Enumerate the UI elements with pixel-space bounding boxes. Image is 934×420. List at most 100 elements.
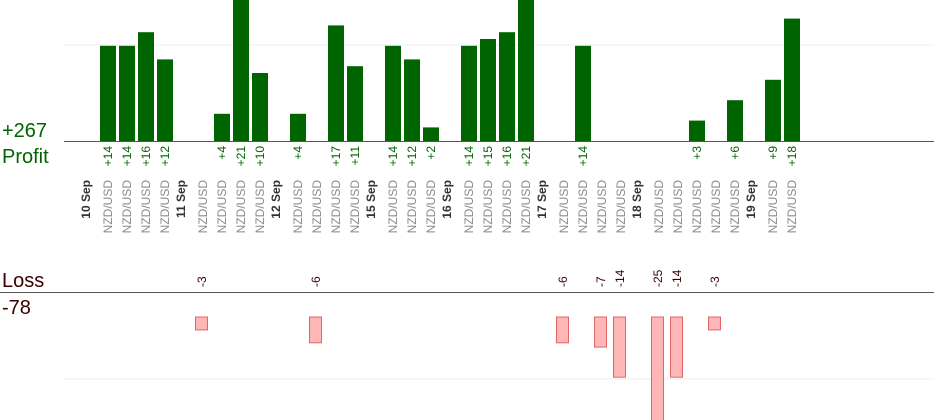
date-label: 17 Sep bbox=[535, 180, 549, 219]
profit-bar bbox=[290, 113, 306, 141]
pair-label: NZD/USD bbox=[766, 180, 780, 234]
loss-bar bbox=[309, 316, 322, 344]
loss-label: Loss bbox=[2, 270, 45, 292]
pair-label: NZD/USD bbox=[785, 180, 799, 234]
pair-label: NZD/USD bbox=[481, 180, 495, 234]
pair-label: NZD/USD bbox=[728, 180, 742, 234]
pair-label: NZD/USD bbox=[405, 180, 419, 234]
profit-value-label: +14 bbox=[386, 146, 400, 167]
pair-label: NZD/USD bbox=[652, 180, 666, 234]
loss-value-label: -14 bbox=[613, 269, 627, 287]
pair-label: NZD/USD bbox=[215, 180, 229, 234]
loss-bar bbox=[670, 316, 683, 378]
profit-bar bbox=[404, 59, 420, 141]
profit-bar bbox=[727, 100, 743, 141]
loss-value-label: -25 bbox=[651, 269, 665, 287]
profit-value-label: +16 bbox=[500, 146, 514, 167]
profit-bar bbox=[689, 120, 705, 141]
profit-value-label: +12 bbox=[158, 146, 172, 167]
profit-value-label: +14 bbox=[576, 146, 590, 167]
pair-label: NZD/USD bbox=[310, 180, 324, 234]
date-label: 12 Sep bbox=[269, 180, 283, 219]
profit-value-label: +6 bbox=[728, 146, 742, 160]
profit-bar bbox=[499, 32, 515, 142]
pair-label: NZD/USD bbox=[234, 180, 248, 234]
loss-value-label: -14 bbox=[670, 269, 684, 287]
profit-bar bbox=[480, 39, 496, 141]
pair-label: NZD/USD bbox=[519, 180, 533, 234]
profit-value-label: +4 bbox=[291, 146, 305, 160]
profit-total: +267 bbox=[2, 120, 48, 142]
profit-bar bbox=[138, 32, 154, 142]
profit-bar bbox=[765, 79, 781, 141]
pair-label: NZD/USD bbox=[709, 180, 723, 234]
profit-value-label: +12 bbox=[405, 146, 419, 167]
profit-value-label: +3 bbox=[690, 146, 704, 160]
loss-value-label: -3 bbox=[708, 276, 722, 287]
loss-bar bbox=[708, 316, 721, 331]
profit-value-label: +16 bbox=[139, 146, 153, 167]
profit-bar bbox=[157, 59, 173, 141]
pair-label: NZD/USD bbox=[291, 180, 305, 234]
date-label: 16 Sep bbox=[440, 180, 454, 219]
profit-value-label: +14 bbox=[101, 146, 115, 167]
profit-value-label: +9 bbox=[766, 146, 780, 160]
profit-bar bbox=[328, 25, 344, 141]
pair-label: NZD/USD bbox=[329, 180, 343, 234]
loss-bar bbox=[613, 316, 626, 378]
date-label: 11 Sep bbox=[174, 180, 188, 218]
profit-bar bbox=[214, 113, 230, 141]
profit-value-label: +11 bbox=[348, 146, 362, 166]
pair-label: NZD/USD bbox=[500, 180, 514, 234]
profit-value-label: +17 bbox=[329, 146, 343, 167]
date-label: 10 Sep bbox=[79, 180, 93, 219]
pair-label: NZD/USD bbox=[253, 180, 267, 234]
profit-value-label: +2 bbox=[424, 146, 438, 160]
profit-label: Profit bbox=[2, 146, 49, 168]
profit-value-label: +4 bbox=[215, 146, 229, 160]
profit-value-label: +18 bbox=[785, 146, 799, 167]
pair-label: NZD/USD bbox=[595, 180, 609, 234]
loss-value-label: -7 bbox=[594, 276, 608, 287]
profit-bar bbox=[347, 66, 363, 141]
pair-label: NZD/USD bbox=[690, 180, 704, 234]
loss-bar bbox=[195, 316, 208, 331]
profit-value-label: +21 bbox=[234, 146, 248, 167]
profit-value-label: +10 bbox=[253, 146, 267, 167]
loss-total: -78 bbox=[2, 297, 31, 319]
loss-value-label: -6 bbox=[309, 276, 323, 287]
date-label: 18 Sep bbox=[630, 180, 644, 219]
pair-label: NZD/USD bbox=[120, 180, 134, 234]
pair-label: NZD/USD bbox=[671, 180, 685, 234]
loss-value-label: -6 bbox=[556, 276, 570, 287]
pair-label: NZD/USD bbox=[614, 180, 628, 234]
profit-bar bbox=[385, 45, 401, 141]
profit-bar bbox=[575, 45, 591, 141]
profit-value-label: +14 bbox=[120, 146, 134, 167]
profit-bar bbox=[423, 127, 439, 141]
date-label: 15 Sep bbox=[364, 180, 378, 219]
profit-bar bbox=[518, 0, 534, 142]
pair-label: NZD/USD bbox=[576, 180, 590, 234]
pair-label: NZD/USD bbox=[196, 180, 210, 234]
loss-bar bbox=[651, 316, 664, 420]
profit-bar bbox=[233, 0, 249, 142]
profit-value-label: +21 bbox=[519, 146, 533, 167]
profit-bar bbox=[252, 73, 268, 141]
pair-label: NZD/USD bbox=[158, 180, 172, 234]
loss-value-label: -3 bbox=[195, 276, 209, 287]
pair-label: NZD/USD bbox=[139, 180, 153, 234]
profit-value-label: +15 bbox=[481, 146, 495, 167]
pair-label: NZD/USD bbox=[348, 180, 362, 234]
profit-bar bbox=[461, 45, 477, 141]
profit-bar bbox=[119, 45, 135, 141]
pair-label: NZD/USD bbox=[424, 180, 438, 234]
pair-label: NZD/USD bbox=[462, 180, 476, 234]
profit-bar bbox=[784, 18, 800, 142]
profit-value-label: +14 bbox=[462, 146, 476, 167]
pair-label: NZD/USD bbox=[557, 180, 571, 234]
pair-label: NZD/USD bbox=[101, 180, 115, 234]
loss-bar bbox=[556, 316, 569, 344]
pair-label: NZD/USD bbox=[386, 180, 400, 234]
